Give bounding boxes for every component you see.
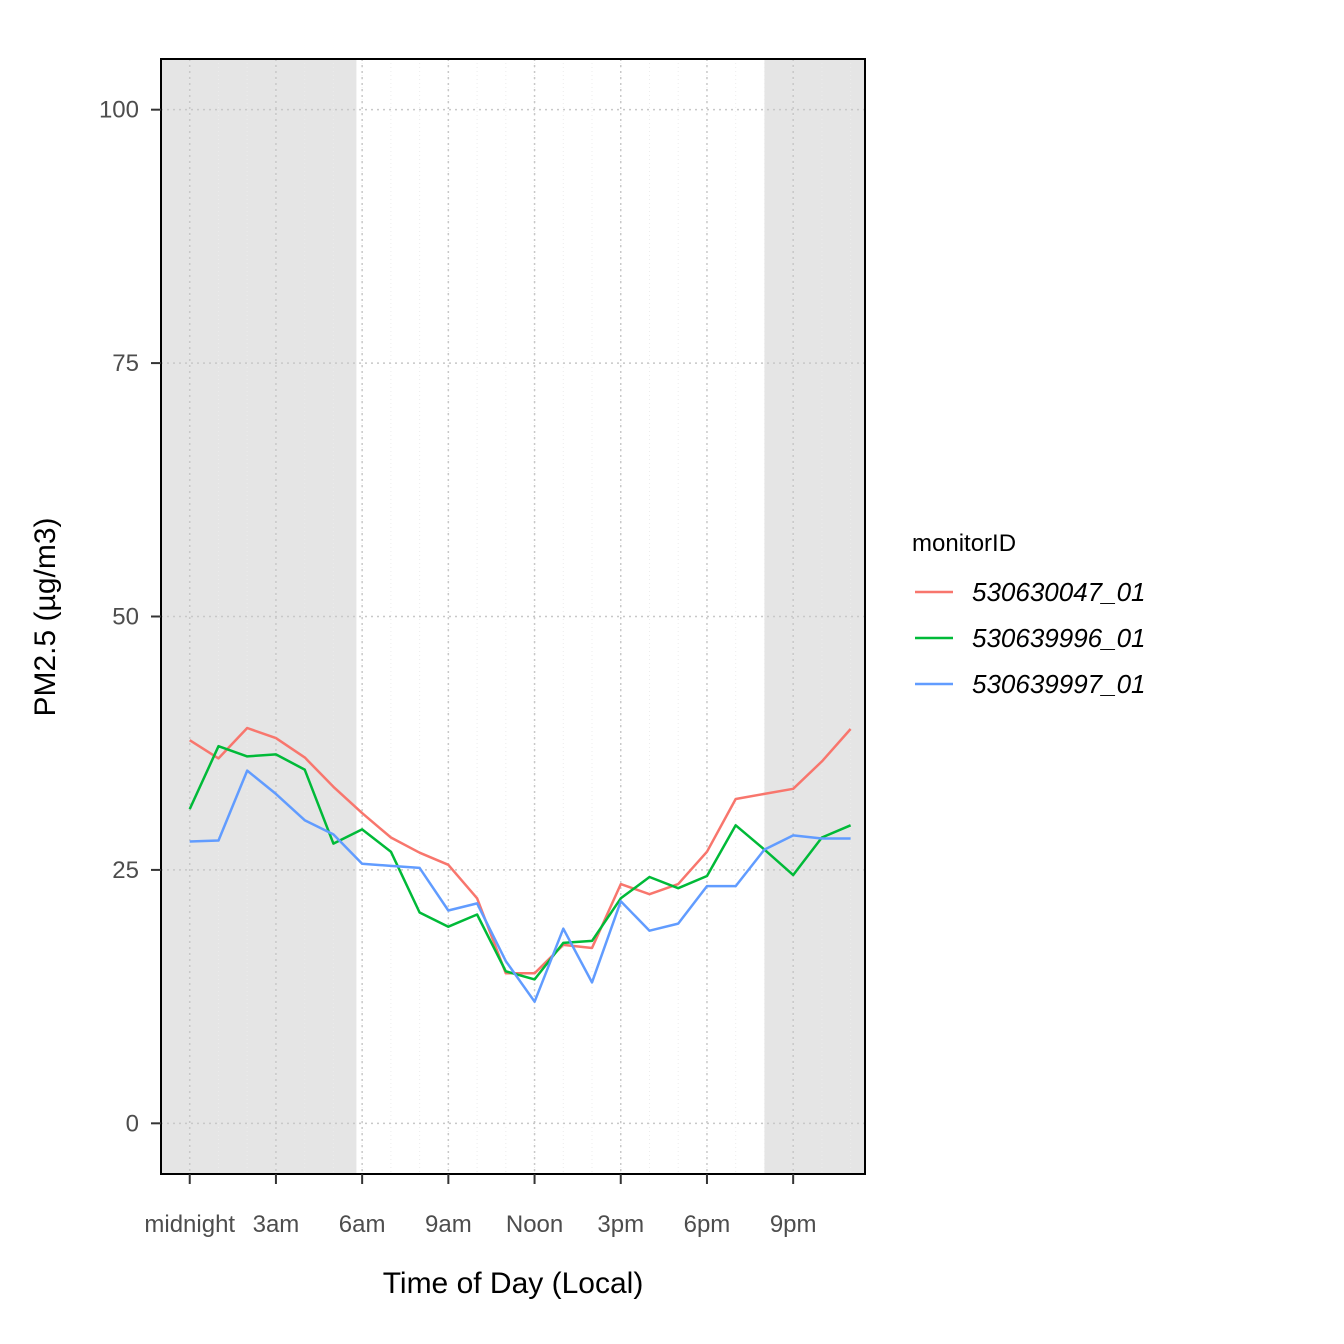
y-axis: 0 25 50 75 100 — [99, 97, 161, 1137]
x-axis: midnight 3am 6am 9am Noon 3pm 6pm 9pm — [144, 1174, 817, 1238]
x-tick-label: 9pm — [770, 1211, 817, 1238]
y-tick-label: 100 — [99, 97, 139, 124]
x-tick-label: 3pm — [597, 1211, 644, 1238]
x-tick-label: 3am — [253, 1211, 300, 1238]
night-shading-band — [764, 59, 865, 1174]
y-axis-title: PM2.5 (µg/m3) — [29, 518, 62, 717]
series-line-530630047_01 — [189, 726, 852, 975]
y-tick-label: 0 — [126, 1110, 139, 1137]
x-axis-title: Time of Day (Local) — [383, 1267, 644, 1300]
legend-label-530630047_01: 530630047_01 — [972, 577, 1146, 607]
legend-title: monitorID — [912, 530, 1016, 557]
y-tick-label: 75 — [112, 350, 139, 377]
series-line-530639996_01 — [188, 744, 852, 981]
y-tick-label: 50 — [112, 604, 139, 631]
x-tick-label: 6am — [339, 1211, 386, 1238]
series-line-530639997_01 — [189, 769, 851, 1003]
legend-label-530639996_01: 530639996_01 — [972, 623, 1146, 653]
x-tick-label: midnight — [144, 1211, 235, 1238]
legend-label-530639997_01: 530639997_01 — [972, 669, 1146, 699]
x-tick-label: Noon — [506, 1211, 563, 1238]
x-tick-label: 6pm — [684, 1211, 731, 1238]
x-tick-label: 9am — [425, 1211, 472, 1238]
y-tick-label: 25 — [112, 857, 139, 884]
legend: monitorID 530630047_01 530639996_01 530639… — [912, 530, 1146, 699]
plot-area — [160, 58, 866, 1175]
